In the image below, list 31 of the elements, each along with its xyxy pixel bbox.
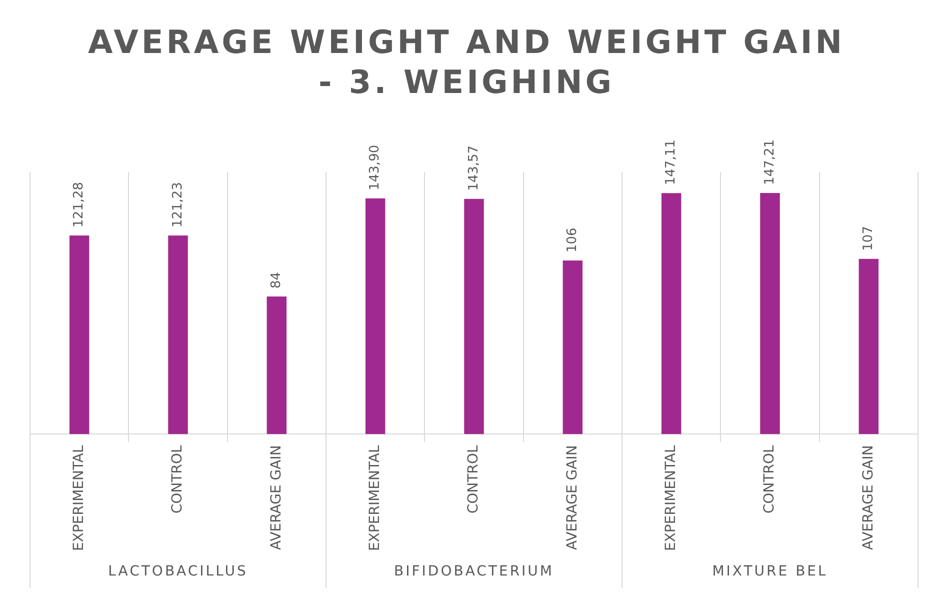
- bar: [69, 235, 90, 434]
- bar: [266, 296, 287, 434]
- data-label: 143,90: [368, 144, 383, 190]
- bar: [562, 260, 583, 434]
- x-tick-label: AVERAGE GAIN: [564, 445, 580, 550]
- x-tick-label: AVERAGE GAIN: [268, 445, 284, 550]
- x-tick-label: EXPERIMENTAL: [662, 444, 679, 552]
- x-tick-label: CONTROL: [170, 444, 186, 514]
- data-label: 121,23: [170, 182, 186, 228]
- data-label: 84: [269, 272, 284, 289]
- bar: [858, 258, 879, 434]
- data-label: 147,11: [664, 140, 679, 186]
- text: BIFIDOBACTERIUM: [394, 564, 554, 580]
- bar: [661, 193, 682, 434]
- text: LACTOBACILLUS: [108, 564, 248, 580]
- data-label: 143,57: [466, 145, 482, 191]
- x-tick-label: EXPERIMENTAL: [70, 444, 87, 552]
- x-tick-label: CONTROL: [466, 444, 482, 514]
- x-tick-label: CONTROL: [762, 444, 778, 514]
- chart-title: AVERAGE WEIGHT AND WEIGHT GAIN - 3. WEIGHING: [86, 22, 846, 102]
- data-label: 147,21: [762, 139, 778, 185]
- x-tick-label: EXPERIMENTAL: [366, 444, 383, 552]
- text: MIXTURE BEL: [712, 564, 828, 580]
- data-label: 107: [861, 226, 876, 251]
- data-label: 121,28: [72, 182, 87, 228]
- x-tick-label: AVERAGE GAIN: [860, 445, 876, 550]
- bar: [464, 198, 484, 434]
- bar: [168, 236, 188, 434]
- bar: [365, 198, 386, 434]
- bar: [760, 192, 780, 434]
- data-label: 106: [565, 228, 580, 252]
